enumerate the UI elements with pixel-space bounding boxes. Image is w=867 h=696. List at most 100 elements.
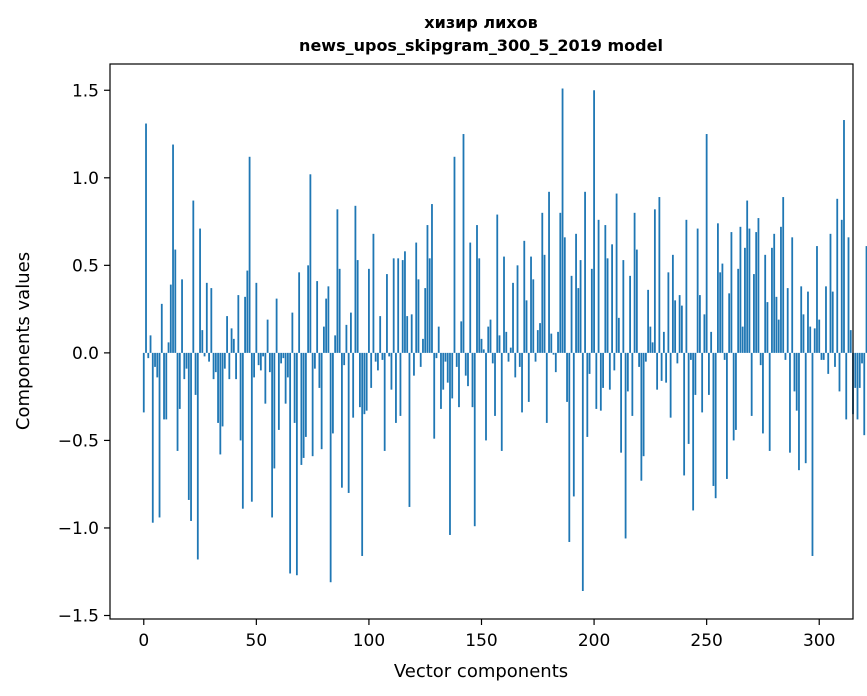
bar (478, 258, 481, 353)
bar (737, 268, 740, 353)
bar (343, 352, 346, 366)
bar (705, 134, 708, 353)
bar (658, 197, 661, 353)
bar (597, 219, 600, 353)
bar (581, 352, 584, 591)
bar (163, 352, 165, 420)
bar (516, 265, 519, 353)
bar (638, 352, 641, 367)
bar (352, 352, 355, 418)
bar (185, 352, 188, 369)
bar (635, 249, 638, 353)
bar (309, 174, 312, 353)
bar (642, 352, 645, 457)
bar (726, 352, 728, 479)
bar (280, 352, 283, 364)
bar (298, 272, 301, 353)
bar (629, 275, 631, 353)
bar (527, 352, 530, 402)
bar (766, 302, 769, 353)
bar (717, 223, 719, 353)
bar (410, 314, 413, 353)
bar (145, 123, 147, 353)
bar (223, 352, 226, 369)
bar (239, 352, 242, 441)
bar (620, 352, 622, 453)
bar (255, 282, 258, 353)
bar (498, 335, 501, 353)
bar (390, 352, 393, 390)
bar (228, 352, 231, 380)
bar (392, 258, 395, 353)
bar (588, 352, 591, 374)
x-tick-label: 300 (803, 631, 835, 651)
bar (735, 352, 737, 430)
bar (518, 352, 521, 367)
bar (250, 352, 253, 502)
bar (557, 331, 559, 353)
x-axis-ticks: 0 50 100 150 200 250 300 (138, 619, 835, 651)
bar (676, 352, 679, 364)
bar (304, 352, 307, 437)
bar (458, 352, 460, 408)
bar (813, 328, 816, 353)
bar (590, 268, 593, 353)
bar (194, 352, 197, 395)
bar (750, 352, 753, 416)
bar (205, 282, 208, 353)
bar (160, 303, 163, 353)
bar (771, 247, 773, 353)
bar (178, 352, 181, 409)
bar (266, 319, 269, 353)
bar (446, 352, 449, 383)
bar (232, 338, 235, 353)
bar (437, 326, 440, 353)
bar (469, 242, 472, 353)
bar (187, 352, 190, 500)
bar (237, 295, 240, 353)
bar (514, 352, 517, 378)
x-tick-label: 100 (353, 631, 385, 651)
bar (365, 352, 368, 411)
bar (428, 258, 431, 353)
bar (818, 319, 821, 353)
bar (764, 254, 767, 353)
y-tick-label: 0.5 (72, 256, 99, 276)
bar (777, 319, 780, 353)
bar (329, 352, 332, 583)
y-tick-label: 1.5 (72, 81, 99, 101)
bar (433, 352, 436, 439)
bar (575, 233, 577, 353)
bar (404, 251, 406, 353)
bar (212, 352, 215, 380)
bar (699, 295, 701, 353)
bar (453, 156, 456, 353)
bar (759, 352, 762, 366)
bar (692, 352, 695, 511)
bar (669, 352, 672, 418)
bar (539, 323, 541, 353)
chart-subtitle: news_upos_skipgram_300_5_2019 model (299, 36, 663, 55)
bar (703, 314, 706, 353)
bar (624, 352, 627, 539)
bar (165, 352, 168, 420)
bar (802, 314, 805, 353)
bar (264, 352, 267, 404)
bar (422, 338, 424, 353)
bar (816, 246, 818, 353)
y-tick-label: −0.5 (58, 431, 99, 451)
bar (593, 90, 595, 353)
bar (730, 232, 733, 353)
bar (543, 254, 546, 353)
x-tick-label: 200 (578, 631, 610, 651)
bar (550, 333, 553, 353)
bar (536, 330, 539, 353)
bar (775, 296, 778, 353)
bar (748, 228, 751, 353)
bar (694, 352, 697, 395)
bar (622, 260, 625, 353)
bar (345, 324, 348, 353)
bar (464, 352, 467, 376)
bar (415, 242, 418, 353)
